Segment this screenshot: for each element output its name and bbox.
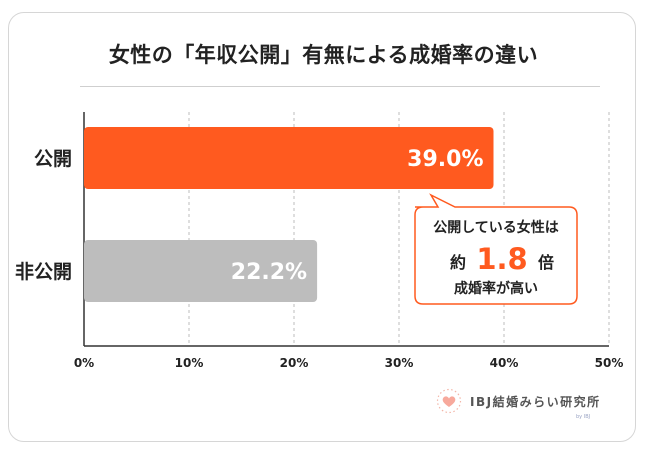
- x-tick-label: 30%: [385, 356, 414, 370]
- bar: [84, 240, 318, 302]
- bar-value-label: 39.0%: [407, 147, 483, 172]
- x-tick-label: 10%: [175, 356, 204, 370]
- callout-prefix: 約: [450, 253, 466, 272]
- brand-logo-block: IBJ結婚みらい研究所: [434, 388, 601, 414]
- bar-value-label: 22.2%: [231, 260, 307, 285]
- category-label: 公開: [34, 148, 72, 170]
- callout-line3: 成婚率が高い: [454, 280, 538, 297]
- brand-name: IBJ結婚みらい研究所: [470, 394, 601, 409]
- x-tick-label: 40%: [490, 356, 519, 370]
- chart-title: 女性の「年収公開」有無による成婚率の違い: [108, 43, 539, 67]
- heart-icon: [436, 388, 462, 414]
- callout-number: 1.8: [476, 242, 527, 276]
- callout-bubble: [414, 193, 578, 305]
- bar: [84, 127, 494, 189]
- x-tick-label: 20%: [280, 356, 309, 370]
- callout-suffix: 倍: [538, 253, 554, 272]
- category-label: 非公開: [15, 261, 72, 283]
- x-tick-label: 0%: [74, 356, 94, 370]
- callout-line1: 公開している女性は: [433, 219, 559, 236]
- brand-sub: by IBJ: [576, 414, 591, 420]
- title-divider: [80, 86, 600, 87]
- callout: 公開している女性は 約 1.8 倍 成婚率が高い: [414, 193, 578, 305]
- x-tick-label: 50%: [595, 356, 624, 370]
